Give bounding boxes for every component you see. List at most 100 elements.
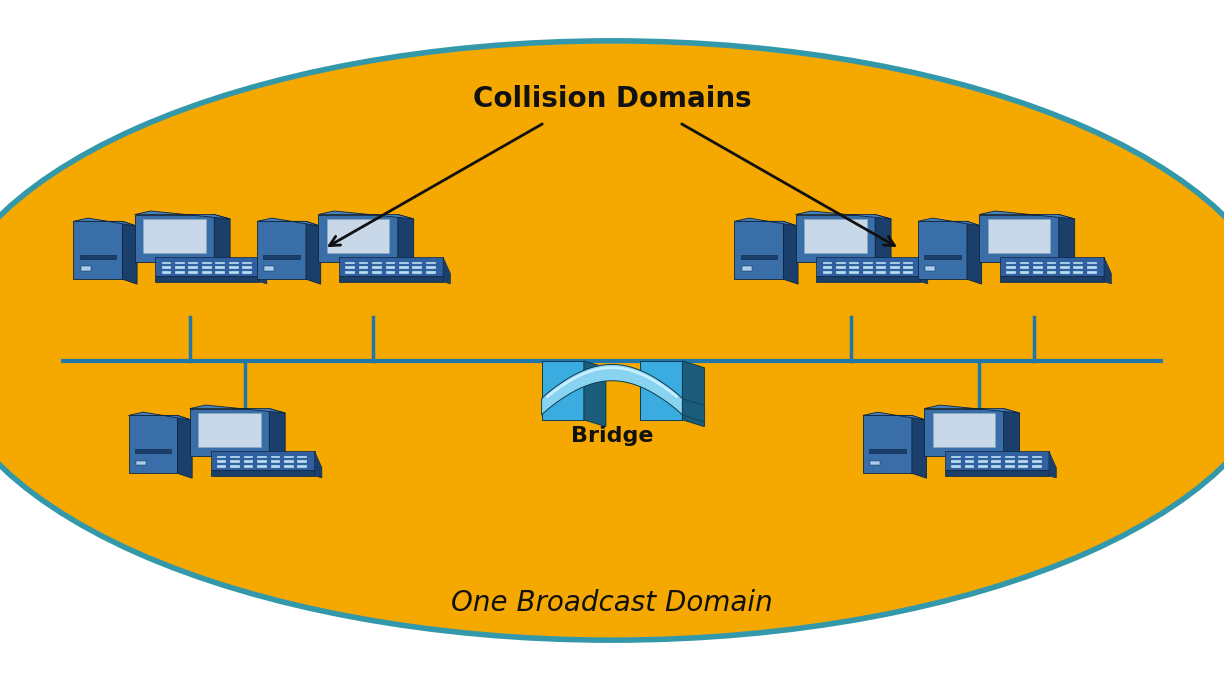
Polygon shape: [190, 409, 269, 456]
Polygon shape: [217, 456, 226, 458]
Polygon shape: [863, 262, 873, 264]
Polygon shape: [327, 219, 389, 253]
Polygon shape: [359, 271, 368, 274]
Polygon shape: [264, 266, 274, 270]
Polygon shape: [1087, 262, 1097, 264]
Polygon shape: [918, 218, 982, 226]
Polygon shape: [890, 266, 900, 269]
Polygon shape: [271, 460, 280, 463]
Polygon shape: [202, 266, 212, 269]
Polygon shape: [242, 266, 252, 269]
Polygon shape: [257, 221, 306, 279]
Polygon shape: [244, 456, 253, 458]
Polygon shape: [890, 262, 900, 264]
Polygon shape: [1005, 456, 1015, 458]
Polygon shape: [836, 266, 846, 269]
Polygon shape: [1087, 271, 1097, 274]
Polygon shape: [1018, 460, 1028, 463]
Polygon shape: [188, 271, 198, 274]
Polygon shape: [734, 218, 798, 226]
Polygon shape: [271, 456, 280, 458]
Polygon shape: [155, 257, 259, 276]
Polygon shape: [965, 460, 974, 463]
Polygon shape: [951, 460, 961, 463]
Polygon shape: [372, 271, 382, 274]
Polygon shape: [991, 465, 1001, 468]
Polygon shape: [244, 460, 253, 463]
Polygon shape: [1000, 276, 1104, 282]
Polygon shape: [1073, 262, 1083, 264]
Polygon shape: [1059, 215, 1075, 266]
Polygon shape: [924, 405, 1020, 413]
Polygon shape: [541, 361, 584, 419]
Polygon shape: [920, 257, 928, 284]
Polygon shape: [339, 257, 443, 276]
Polygon shape: [1020, 271, 1029, 274]
Polygon shape: [318, 215, 398, 262]
Polygon shape: [399, 262, 409, 264]
Polygon shape: [1005, 465, 1015, 468]
Polygon shape: [1033, 271, 1043, 274]
Polygon shape: [584, 361, 606, 426]
Polygon shape: [924, 409, 1004, 456]
Polygon shape: [1006, 262, 1016, 264]
Polygon shape: [218, 456, 241, 462]
Polygon shape: [965, 465, 974, 468]
Polygon shape: [426, 262, 436, 264]
Polygon shape: [318, 211, 414, 219]
Polygon shape: [1018, 456, 1028, 458]
Polygon shape: [202, 262, 212, 264]
Polygon shape: [1032, 465, 1042, 468]
Polygon shape: [1033, 266, 1043, 269]
Polygon shape: [135, 215, 214, 262]
Polygon shape: [1047, 262, 1056, 264]
Polygon shape: [1004, 409, 1020, 460]
Polygon shape: [297, 456, 307, 458]
Polygon shape: [359, 266, 368, 269]
Polygon shape: [796, 215, 875, 262]
Polygon shape: [988, 219, 1050, 253]
Polygon shape: [81, 266, 91, 270]
Polygon shape: [211, 470, 315, 476]
Polygon shape: [1018, 465, 1028, 468]
Polygon shape: [849, 271, 859, 274]
Polygon shape: [346, 262, 370, 268]
Polygon shape: [177, 415, 192, 478]
Polygon shape: [912, 415, 927, 478]
Polygon shape: [412, 266, 422, 269]
Polygon shape: [215, 271, 225, 274]
Polygon shape: [163, 262, 186, 268]
Polygon shape: [230, 460, 240, 463]
Polygon shape: [257, 465, 267, 468]
Polygon shape: [1006, 266, 1016, 269]
Polygon shape: [135, 449, 171, 453]
Polygon shape: [129, 415, 177, 473]
Polygon shape: [284, 465, 294, 468]
Polygon shape: [849, 266, 859, 269]
Polygon shape: [1087, 266, 1097, 269]
Polygon shape: [823, 262, 832, 264]
Polygon shape: [1060, 266, 1070, 269]
Polygon shape: [284, 456, 294, 458]
Polygon shape: [269, 409, 285, 460]
Polygon shape: [306, 221, 321, 284]
Polygon shape: [198, 413, 261, 447]
Polygon shape: [1047, 271, 1056, 274]
Polygon shape: [399, 271, 409, 274]
Polygon shape: [1006, 271, 1016, 274]
Polygon shape: [876, 262, 886, 264]
Polygon shape: [783, 221, 798, 284]
Polygon shape: [804, 219, 867, 253]
Polygon shape: [229, 266, 239, 269]
Polygon shape: [836, 262, 846, 264]
Polygon shape: [398, 215, 414, 266]
Polygon shape: [215, 266, 225, 269]
Polygon shape: [230, 465, 240, 468]
Polygon shape: [903, 266, 913, 269]
Polygon shape: [965, 456, 974, 458]
Polygon shape: [816, 257, 920, 276]
Polygon shape: [162, 271, 171, 274]
Polygon shape: [217, 465, 226, 468]
Polygon shape: [1007, 262, 1031, 268]
Polygon shape: [869, 449, 906, 453]
